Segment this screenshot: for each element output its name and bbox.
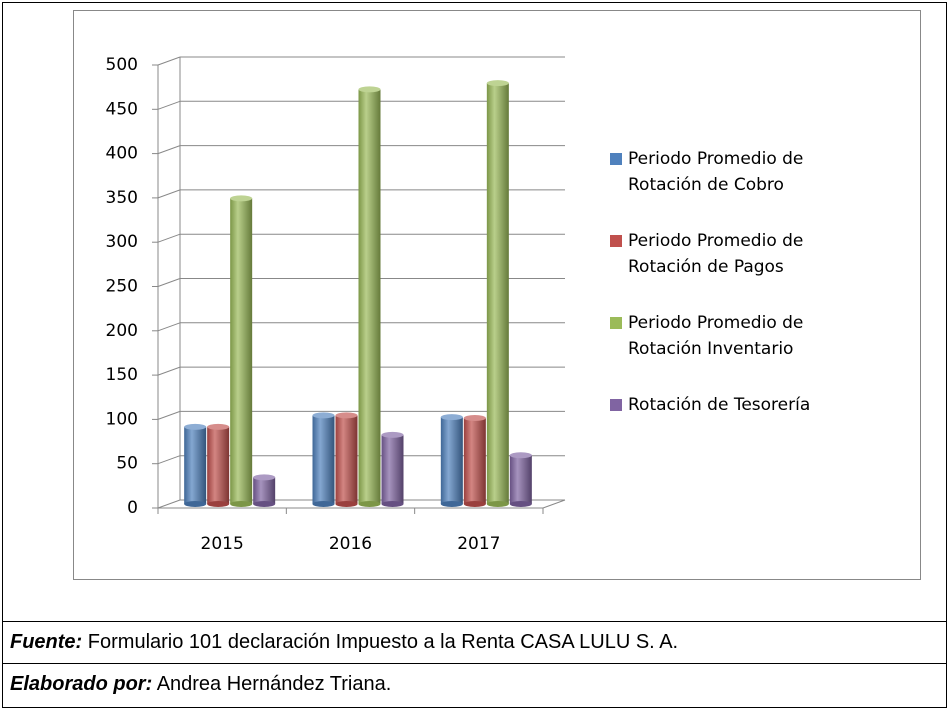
grid-line (157, 189, 181, 199)
grid-line (157, 278, 181, 287)
bar (509, 455, 532, 504)
y-tick-label: 350 (106, 188, 138, 208)
legend-label: Periodo Promedio de Rotación de Cobro (628, 149, 804, 195)
y-tick-label: 100 (106, 409, 138, 429)
bar-top (509, 452, 532, 459)
legend-entry: Periodo Promedio de Rotación Inventario (610, 310, 820, 362)
bar-top (486, 80, 509, 87)
y-tick-label: 150 (106, 365, 138, 385)
legend-label: Periodo Promedio de Rotación de Pagos (628, 231, 804, 277)
bar-base (358, 501, 381, 507)
legend-entry: Rotación de Tesorería (610, 392, 820, 418)
bar (463, 418, 486, 504)
bar (358, 89, 381, 505)
legend: Periodo Promedio de Rotación de Cobro Per… (610, 146, 820, 448)
bar (486, 83, 509, 505)
grid-line (157, 366, 181, 376)
bar-base (486, 501, 509, 507)
y-tick-label: 200 (106, 321, 138, 341)
author-text: Andrea Hernández Triana. (156, 673, 392, 695)
grid-line (157, 455, 181, 465)
chart: 0 50 100 150 200 250 300 350 400 450 500 2015 2016 20… (106, 55, 566, 554)
bar (184, 426, 207, 504)
legend-swatch (610, 317, 622, 329)
grid-line (157, 100, 181, 110)
legend-swatch (610, 399, 622, 411)
source-text: Formulario 101 declaración Impuesto a la… (87, 631, 679, 653)
source-row: Fuente: Formulario 101 declaración Impue… (2, 621, 947, 663)
source-label: Fuente: (10, 631, 83, 653)
bar-base (463, 501, 486, 507)
bar-base (253, 501, 276, 507)
x-tick-label: 2016 (329, 534, 372, 554)
grid-line (157, 410, 181, 420)
grid-line (157, 499, 181, 509)
grid-line (157, 322, 181, 332)
bar-top (207, 423, 230, 430)
grid-line (157, 233, 181, 243)
bar-top (440, 414, 463, 421)
bar (312, 415, 335, 504)
x-tick-label: 2017 (457, 534, 500, 554)
bar-top (184, 423, 207, 430)
bar-top (381, 431, 404, 438)
bar-base (335, 501, 358, 507)
legend-swatch (610, 153, 622, 165)
bar (381, 434, 404, 504)
bar-base (312, 501, 335, 507)
bar-top (312, 412, 335, 419)
bar-base (230, 501, 253, 507)
x-tick-label: 2015 (201, 534, 244, 554)
bar (253, 477, 276, 504)
bar (440, 417, 463, 504)
bar-top (253, 474, 276, 481)
y-tick-label: 300 (106, 232, 138, 252)
chart-box (73, 10, 921, 580)
bar-base (509, 501, 532, 507)
legend-label: Rotación de Tesorería (628, 395, 811, 415)
bar (207, 426, 230, 504)
author-row: Elaborado por: Andrea Hernández Triana. (2, 663, 947, 705)
floor-right (542, 499, 566, 509)
author-label: Elaborado por: (10, 673, 153, 695)
legend-swatch (610, 235, 622, 247)
y-tick-label: 50 (116, 454, 138, 474)
bar-base (184, 501, 207, 507)
grid-line (157, 56, 181, 66)
bar-top (358, 86, 381, 93)
bar-top (463, 415, 486, 422)
legend-entry: Periodo Promedio de Rotación de Cobro (610, 146, 820, 198)
legend-label: Periodo Promedio de Rotación Inventario (628, 313, 804, 359)
bar-base (207, 501, 230, 507)
y-tick-label: 250 (106, 277, 138, 297)
bar-base (381, 501, 404, 507)
bar-top (335, 412, 358, 419)
bar (335, 415, 358, 504)
legend-entry: Periodo Promedio de Rotación de Pagos (610, 228, 820, 280)
bar (230, 198, 253, 504)
bar-top (230, 195, 253, 202)
y-tick-label: 500 (106, 55, 138, 75)
bar-base (440, 501, 463, 507)
grid-line (157, 145, 181, 155)
y-tick-label: 400 (106, 144, 138, 164)
y-tick-label: 450 (106, 99, 138, 119)
y-tick-label: 0 (127, 498, 138, 518)
